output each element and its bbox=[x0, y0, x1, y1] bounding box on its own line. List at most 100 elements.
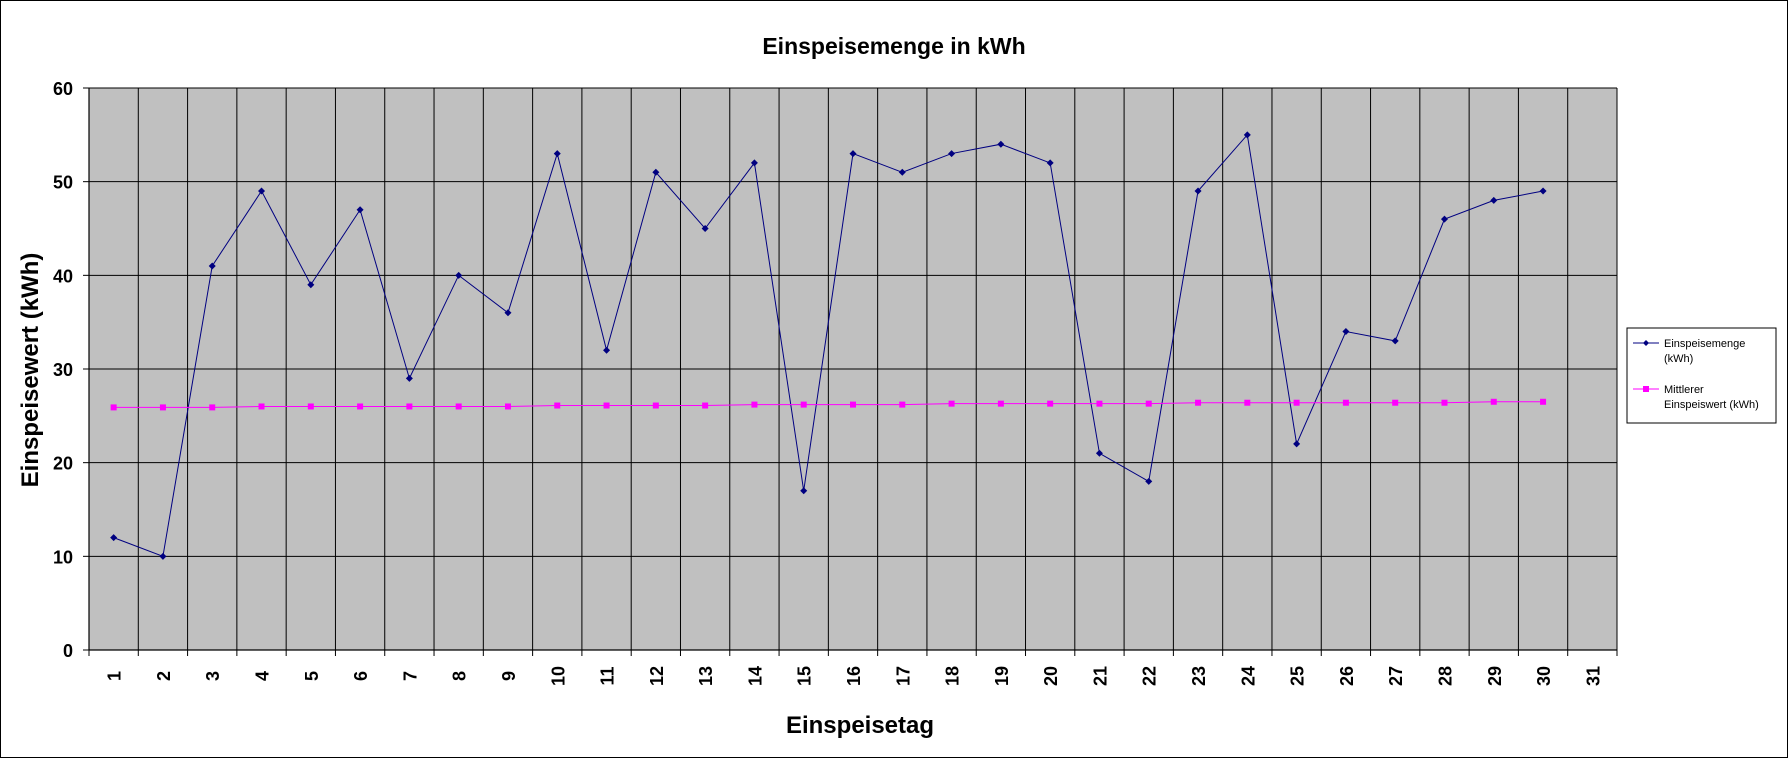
data-point bbox=[701, 225, 709, 232]
data-point bbox=[1046, 159, 1054, 167]
data-point bbox=[159, 404, 166, 411]
x-tick-label: 11 bbox=[598, 666, 618, 685]
data-point bbox=[1194, 187, 1202, 195]
data-point bbox=[110, 534, 118, 542]
x-tick-label: 8 bbox=[450, 671, 470, 681]
data-point bbox=[1539, 187, 1547, 195]
data-point bbox=[1391, 337, 1399, 345]
data-point bbox=[1095, 449, 1103, 457]
data-point bbox=[1244, 399, 1251, 406]
data-point bbox=[1440, 215, 1448, 223]
x-axis-ticks: 1 2 3 4 5 6 7 8 9 10 11 12 13 14 15 16 17 18 19 20 21 22 23 24 2… bbox=[105, 666, 1604, 686]
data-point bbox=[1195, 399, 1202, 406]
y-axis-ticks: 0 10 20 30 40 50 60 bbox=[53, 79, 89, 661]
y-tick-label: 0 bbox=[63, 641, 73, 661]
data-point bbox=[159, 552, 167, 560]
data-point bbox=[899, 401, 906, 408]
data-point bbox=[652, 402, 659, 409]
y-tick-label: 60 bbox=[53, 79, 73, 99]
x-tick-label: 15 bbox=[795, 666, 815, 686]
y-tick-label: 50 bbox=[53, 173, 73, 193]
data-point bbox=[1047, 400, 1054, 407]
x-tick-label: 19 bbox=[992, 666, 1012, 686]
legend-label: (kWh) bbox=[1664, 353, 1693, 365]
x-tick-label: 14 bbox=[745, 666, 765, 686]
data-point bbox=[948, 400, 955, 407]
data-point bbox=[603, 346, 611, 354]
data-point bbox=[258, 403, 265, 410]
x-tick-label: 1 bbox=[105, 671, 125, 681]
data-point bbox=[997, 400, 1004, 407]
data-point bbox=[997, 140, 1005, 148]
data-point bbox=[1293, 440, 1301, 448]
x-tick-label: 3 bbox=[203, 671, 223, 681]
y-axis-title: Einspeisewert (kWh) bbox=[17, 253, 44, 488]
data-point bbox=[208, 262, 216, 270]
x-tick-label: 6 bbox=[351, 671, 371, 681]
data-point bbox=[455, 271, 463, 279]
data-point bbox=[603, 402, 610, 409]
data-point bbox=[356, 206, 364, 214]
legend-swatch-marker bbox=[1643, 340, 1649, 346]
data-point bbox=[1540, 398, 1547, 405]
data-point bbox=[850, 401, 856, 408]
x-tick-label: 4 bbox=[253, 671, 273, 681]
x-tick-label: 25 bbox=[1288, 666, 1308, 686]
x-tick-label: 20 bbox=[1041, 666, 1061, 686]
x-tick-label: 13 bbox=[696, 666, 716, 686]
data-point bbox=[1490, 398, 1497, 405]
data-point bbox=[357, 403, 364, 410]
data-point bbox=[1243, 131, 1251, 139]
legend-label: Einspeisemenge bbox=[1664, 338, 1745, 350]
data-point bbox=[1342, 328, 1350, 336]
x-tick-label: 16 bbox=[844, 666, 864, 686]
data-point bbox=[504, 309, 512, 317]
data-point bbox=[554, 402, 561, 409]
x-tick-label: 10 bbox=[548, 666, 568, 686]
x-tick-label: 26 bbox=[1337, 666, 1357, 686]
x-tick-label: 2 bbox=[154, 671, 174, 681]
data-point bbox=[898, 168, 906, 176]
x-tick-label: 28 bbox=[1435, 666, 1455, 686]
legend-box bbox=[1626, 327, 1777, 424]
series-lines bbox=[113, 133, 1544, 558]
horizontal-gridlines bbox=[89, 87, 1617, 651]
x-tick-label: 24 bbox=[1238, 666, 1258, 686]
data-point bbox=[800, 401, 807, 408]
x-tick-label: 23 bbox=[1189, 666, 1209, 686]
series-line-0 bbox=[113, 133, 1544, 558]
data-point bbox=[307, 281, 315, 289]
x-tick-label: 12 bbox=[647, 666, 667, 686]
x-tick-label: 21 bbox=[1090, 666, 1110, 686]
x-tick-label: 31 bbox=[1583, 666, 1603, 686]
x-tick-label: 30 bbox=[1534, 666, 1554, 686]
x-tick-label: 5 bbox=[302, 671, 322, 681]
data-point bbox=[307, 403, 314, 410]
data-point bbox=[849, 150, 857, 158]
legend-label: Einspeiswert (kWh) bbox=[1664, 399, 1759, 411]
data-point bbox=[750, 159, 758, 167]
data-point bbox=[1441, 399, 1448, 406]
data-point bbox=[405, 374, 413, 382]
data-point bbox=[702, 402, 709, 409]
series-markers bbox=[110, 131, 1547, 560]
chart-title: Einspeisemenge in kWh bbox=[762, 33, 1025, 59]
y-tick-label: 10 bbox=[53, 547, 73, 567]
x-tick-label: 17 bbox=[893, 666, 913, 686]
y-tick-label: 30 bbox=[53, 360, 73, 380]
x-axis-title: Einspeisetag bbox=[786, 712, 934, 739]
data-point bbox=[1392, 399, 1399, 406]
data-point bbox=[455, 403, 462, 410]
legend-label: Mittlerer bbox=[1664, 384, 1704, 396]
data-point bbox=[1342, 399, 1349, 406]
data-point bbox=[209, 404, 216, 411]
legend-swatch-marker bbox=[1643, 386, 1649, 392]
data-point bbox=[1096, 400, 1103, 407]
data-point bbox=[751, 401, 758, 408]
data-point bbox=[406, 403, 413, 410]
data-point bbox=[1293, 399, 1300, 406]
series-line-1 bbox=[113, 401, 1544, 408]
y-tick-label: 40 bbox=[53, 266, 73, 286]
data-point bbox=[110, 404, 117, 411]
